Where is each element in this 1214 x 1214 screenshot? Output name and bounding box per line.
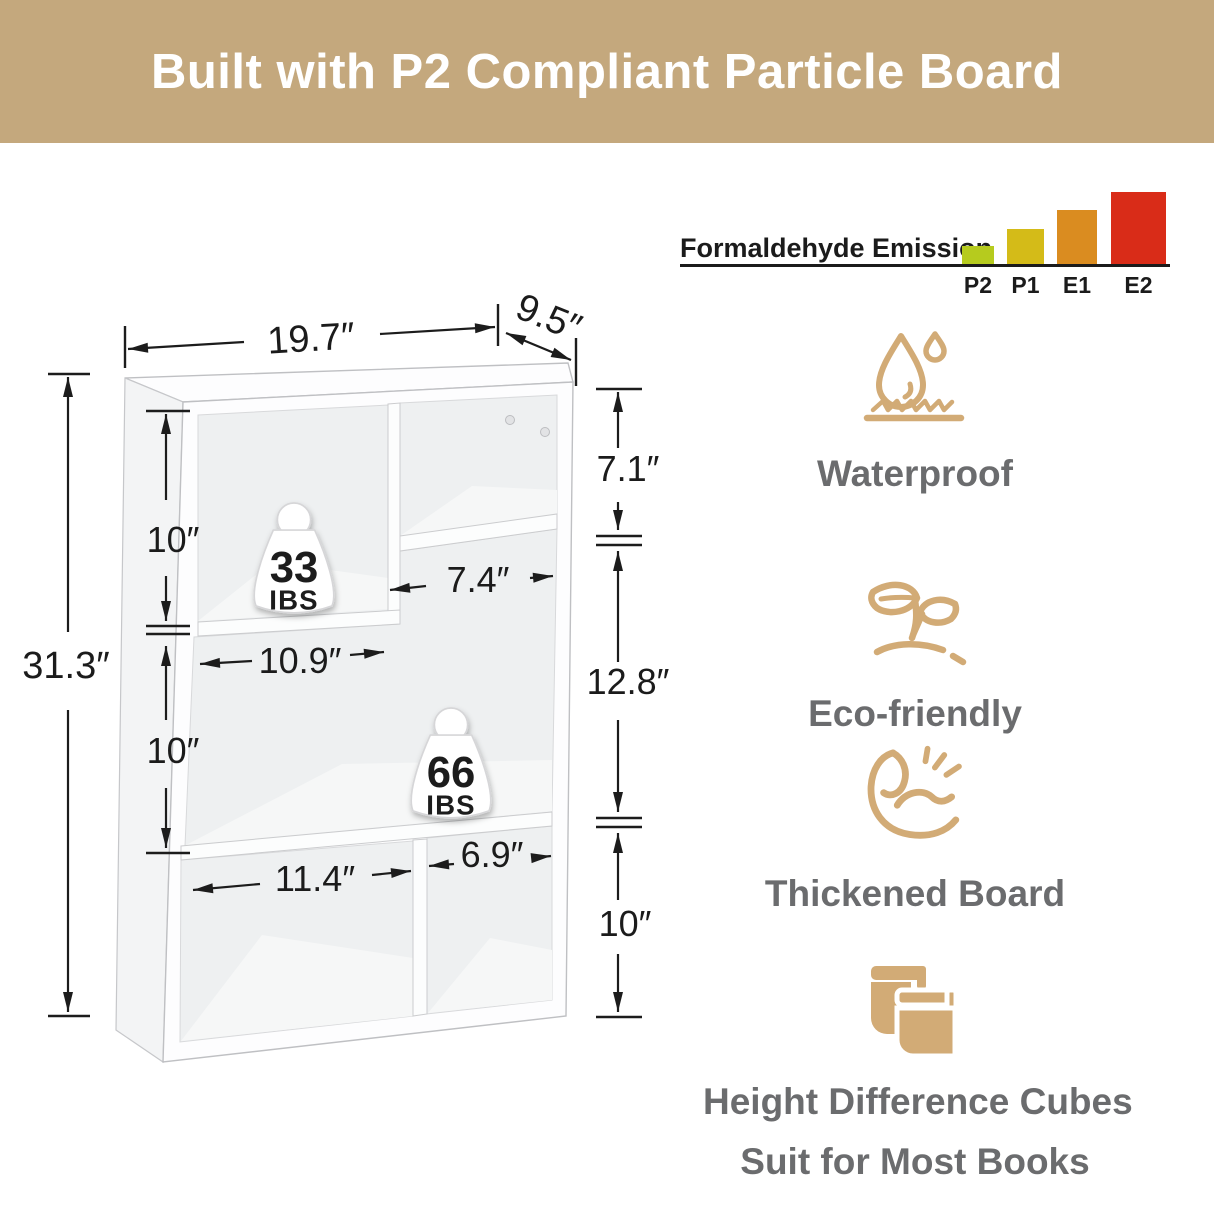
shelf-middle-bottom [180, 811, 553, 861]
weight-badge-33: 33 IBS [253, 502, 335, 615]
feature-eco-friendly: Eco-friendly [703, 574, 1127, 737]
feature-waterproof: Waterproof [703, 326, 1127, 497]
badge-33-unit: IBS [269, 584, 318, 615]
divider-bottom [412, 838, 428, 1017]
emission-chart-title: Formaldehyde Emission [680, 233, 993, 263]
dim-top-left-cube-height-label: 10″ [147, 519, 200, 560]
feature-thickened-board-label: Thickened Board [764, 873, 1066, 914]
dim-top-right-opening-height-label: 7.1″ [597, 448, 660, 489]
eco-friendly-icon [868, 581, 967, 666]
bookshelf-drawing [115, 362, 574, 1064]
divider-top [387, 402, 401, 613]
shelf-top-right [399, 513, 558, 552]
shelf-under-top-left-cube [197, 609, 401, 637]
emission-bar-E1 [1057, 210, 1097, 264]
emission-chart-baseline [680, 264, 1170, 267]
dim-right-section-height-label: 12.8″ [587, 661, 670, 702]
dim-width-label: 19.7″ [266, 315, 356, 362]
badge-33-value: 33 [270, 543, 319, 592]
front-book [894, 987, 959, 1059]
screw-hole [540, 427, 550, 437]
feature-thickened-board: Thickened Board [703, 736, 1127, 917]
feature-height-difference-cubes-label-line1: Height Difference Cubes [703, 1081, 1133, 1122]
badge-66-unit: IBS [426, 789, 475, 820]
bookshelf-diagram: 19.7″ 9.5″ 31.3″ 10″ 10″ 10.9″ 7.4″ [22, 290, 670, 1064]
dim-middle-height-label: 10″ [147, 730, 200, 771]
dim-middle-width-label: 10.9″ [259, 640, 342, 681]
emission-bar-label-E2: E2 [1124, 272, 1153, 298]
feature-eco-friendly-label: Eco-friendly [808, 693, 1022, 734]
formaldehyde-emission-chart: Formaldehyde Emission P2 P1 E1 E2 [680, 180, 1172, 305]
books-icon [871, 966, 959, 1059]
feature-height-difference-cubes: Height Difference Cubes Suit for Most Bo… [703, 960, 1133, 1186]
weight-badge-66: 66 IBS [410, 707, 492, 820]
feature-waterproof-label: Waterproof [817, 453, 1013, 494]
emission-bar-P2 [962, 246, 994, 264]
waterproof-icon [863, 331, 965, 422]
thickened-board-icon [867, 745, 962, 839]
dim-bottom-left-width-label: 11.4″ [275, 858, 355, 899]
banner: Built with P2 Compliant Particle Board [0, 0, 1214, 143]
badge-66-value: 66 [427, 748, 476, 797]
emission-bar-label-P1: P1 [1011, 272, 1040, 298]
screw-hole [505, 415, 515, 425]
dim-top-right-width-label: 7.4″ [447, 559, 510, 600]
dim-height-label: 31.3″ [22, 645, 109, 687]
emission-bar-E2 [1111, 192, 1166, 264]
dimension-annotations: 19.7″ 9.5″ 31.3″ 10″ 10″ 10.9″ 7.4″ [22, 290, 670, 1019]
emission-bar-P1 [1007, 229, 1044, 264]
dim-bottom-right-width-label: 6.9″ [461, 834, 524, 875]
feature-height-difference-cubes-label-line2: Suit for Most Books [740, 1141, 1090, 1183]
emission-bar-label-E1: E1 [1062, 272, 1092, 298]
emission-bar-label-P2: P2 [963, 272, 993, 298]
banner-title: Built with P2 Compliant Particle Board [150, 44, 1063, 99]
dim-bottom-height-label: 10″ [599, 903, 652, 944]
